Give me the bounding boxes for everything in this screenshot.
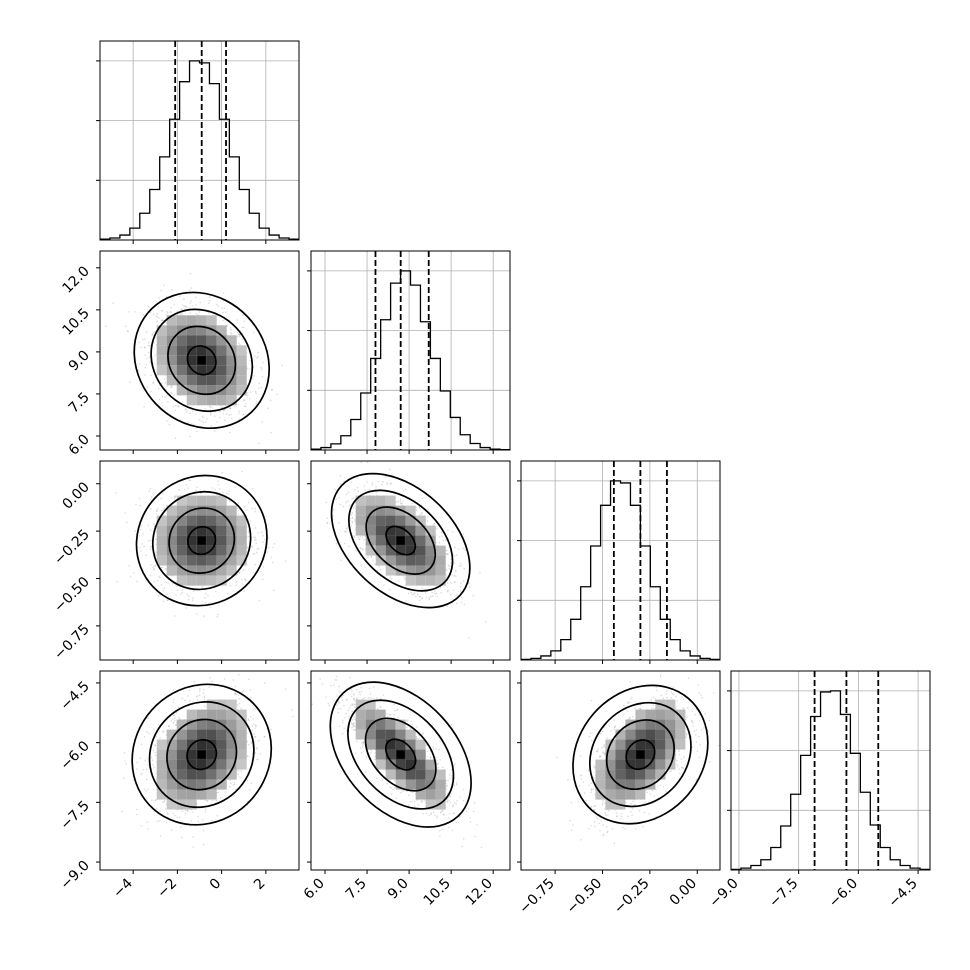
panel-3-3: −9.0 −7.5 −6.0 −4.5	[706, 670, 931, 911]
y-tick-label: 12.0	[59, 263, 92, 296]
y-tick-label: 0.00	[59, 479, 92, 512]
panel-frame	[310, 460, 511, 661]
contour-1	[150, 308, 254, 413]
contour-2	[364, 717, 437, 792]
contour-3	[385, 525, 417, 556]
x-tick-label: −0.25	[611, 876, 653, 918]
panel-3-1: 6.0 7.5 9.0 10.5 12.0	[301, 670, 511, 909]
contour-0	[329, 681, 472, 828]
panel-content-2-2	[521, 461, 720, 660]
contour-2	[166, 718, 238, 791]
x-tick-label: 2	[251, 876, 269, 894]
panel-2-2	[517, 460, 721, 664]
y-tick-label: −0.50	[51, 574, 93, 616]
panel-frame	[310, 250, 511, 451]
y-tick-label: 9.0	[66, 347, 93, 374]
x-tick-label: 6.0	[301, 876, 328, 903]
peak-marker	[396, 750, 405, 759]
x-tick-label: −2	[154, 876, 180, 902]
y-tick-label: −9.0	[57, 858, 92, 893]
contour-0	[131, 683, 273, 826]
y-tick-label: 7.5	[66, 389, 93, 416]
x-tick-label: 9.0	[385, 876, 412, 903]
contour-0	[330, 472, 471, 609]
density-squares	[355, 699, 446, 810]
x-tick-label: 0	[207, 876, 225, 894]
panel-1-1	[307, 250, 511, 454]
contour-0	[572, 684, 709, 825]
panel-frame	[99, 670, 300, 871]
panel-2-0: 0.00 −0.25 −0.50 −0.75	[51, 460, 300, 664]
contour-1	[151, 490, 252, 591]
panel-content-0-0	[100, 41, 299, 240]
panel-content-3-3	[731, 671, 930, 870]
panel-frame	[99, 250, 300, 451]
panel-3-0: −4 −2 0 2 −9.0 −7.5 −6.0 −4.5	[57, 670, 300, 902]
peak-marker	[396, 536, 405, 545]
y-tick-label: −6.0	[57, 738, 92, 773]
panel-0-0	[96, 40, 300, 244]
density-squares	[355, 495, 446, 586]
peak-marker	[197, 750, 206, 759]
contour-2	[167, 325, 237, 396]
panel-content-3-2	[556, 674, 720, 844]
x-tick-label: −4	[110, 875, 136, 901]
histogram-0	[100, 60, 299, 240]
panel-frame	[310, 670, 511, 871]
contour-0	[135, 474, 268, 607]
contour-1	[148, 701, 255, 809]
contour-2	[605, 719, 675, 791]
panel-content-3-0	[121, 673, 294, 848]
y-tick-label: −0.25	[51, 527, 93, 569]
y-tick-label: −7.5	[57, 798, 92, 833]
contour-3	[625, 739, 656, 771]
density-squares	[156, 315, 247, 406]
contour-3	[186, 345, 217, 376]
y-tick-label: −0.75	[51, 621, 93, 663]
x-tick-label: −7.5	[766, 876, 801, 911]
panel-frame	[99, 460, 300, 661]
histogram-3	[731, 690, 930, 870]
peak-marker	[197, 356, 206, 365]
panel-1-0: 6.0 7.5 9.0 10.5 12.0	[59, 250, 300, 459]
contour-3	[384, 738, 417, 771]
panel-content-2-0	[114, 470, 287, 618]
panel-content-2-1	[325, 461, 487, 639]
x-tick-label: −6.0	[826, 876, 861, 911]
panel-content-1-1	[311, 251, 510, 450]
x-tick-label: 0.00	[667, 876, 700, 909]
panel-content-1-0	[105, 272, 283, 445]
histogram-2	[521, 480, 720, 660]
panel-3-2: 0.00 −0.25−0.50−0.75	[516, 670, 721, 918]
panel-frame	[730, 670, 931, 871]
contour-2	[365, 506, 437, 575]
x-tick-label: 10.5	[421, 876, 454, 909]
y-tick-label: 6.0	[66, 432, 93, 459]
y-tick-label: 10.5	[59, 305, 92, 338]
contour-0	[133, 291, 271, 430]
histogram-1	[311, 270, 510, 450]
panel-frame	[520, 670, 721, 871]
peak-marker	[636, 750, 645, 759]
peak-marker	[197, 536, 206, 545]
x-tick-label: −0.75	[516, 876, 558, 918]
x-tick-label: −0.50	[564, 876, 606, 918]
x-tick-label: −4.5	[886, 876, 921, 911]
x-tick-label: 7.5	[343, 876, 370, 903]
contour-1	[347, 699, 455, 810]
contour-1	[588, 701, 692, 808]
panel-2-1	[307, 460, 511, 664]
x-tick-label: 12.0	[463, 876, 496, 909]
panel-frame	[520, 460, 721, 661]
panel-frame	[99, 40, 300, 241]
contour-1	[347, 489, 454, 592]
contour-2	[168, 507, 236, 575]
panel-content-3-1	[311, 675, 483, 849]
contour-3	[186, 738, 218, 771]
contour-3	[187, 525, 217, 556]
y-tick-label: −4.5	[57, 678, 92, 713]
x-tick-label: −9.0	[706, 876, 741, 911]
